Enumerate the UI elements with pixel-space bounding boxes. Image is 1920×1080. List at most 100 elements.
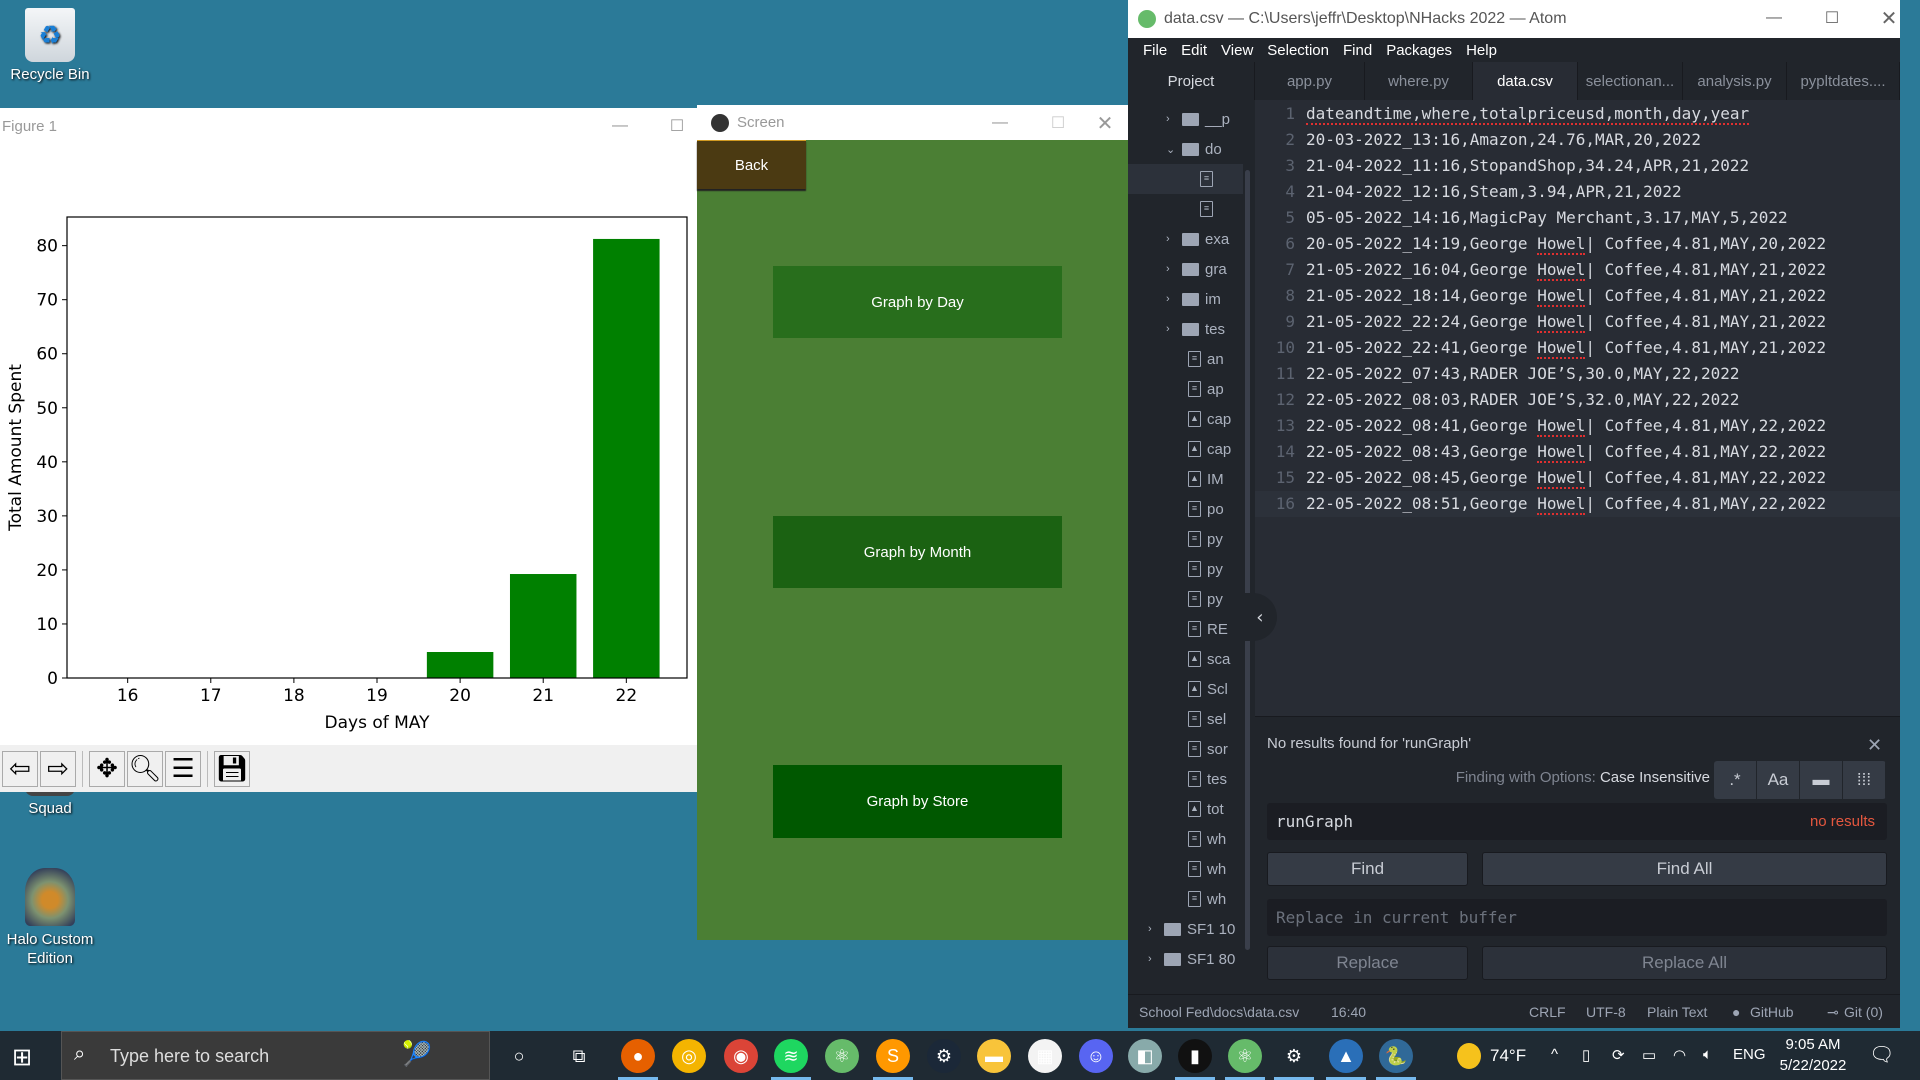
search-box[interactable]: ⌕ Type here to search 🎾 <box>61 1031 490 1080</box>
editor-line[interactable]: 15 22-05-2022_08:45,George Howel| Coffee,… <box>1255 465 1900 491</box>
tree-file[interactable]: ≡ <box>1200 194 1219 224</box>
in-selection-toggle[interactable]: ▬ <box>1800 761 1843 799</box>
editor-line[interactable]: 1 dateandtime,where,totalpriceusd,month,d… <box>1255 101 1900 127</box>
tree-file[interactable]: ≡ wh <box>1188 854 1226 884</box>
status-github[interactable]: GitHub <box>1750 1004 1794 1020</box>
tree-folder[interactable]: › gra <box>1166 254 1227 284</box>
desktop-icon-halo[interactable]: Halo Custom Edition <box>0 868 100 968</box>
tree-file[interactable]: ≡ wh <box>1188 824 1226 854</box>
update-icon[interactable]: ⟳ <box>1612 1047 1625 1064</box>
editor-line[interactable]: 16 22-05-2022_08:51,George Howel| Coffee,… <box>1255 491 1900 517</box>
editor-line[interactable]: 6 20-05-2022_14:19,George Howel| Coffee,4… <box>1255 231 1900 257</box>
language-indicator[interactable]: ENG <box>1733 1046 1766 1063</box>
discord-icon[interactable]: ☺ <box>1079 1039 1113 1073</box>
sublime-text-icon[interactable]: S <box>876 1039 910 1073</box>
weather-temperature[interactable]: 74°F <box>1490 1046 1527 1065</box>
tab-datacsv[interactable]: data.csv <box>1473 62 1578 100</box>
pan-icon[interactable]: ✥ <box>89 750 125 787</box>
dock-toggle-button[interactable]: ‹ <box>1243 593 1277 641</box>
firefox-icon[interactable]: ● <box>621 1039 655 1073</box>
photos-icon[interactable]: ▲ <box>1329 1039 1363 1073</box>
task-view-icon[interactable]: ⧉ <box>572 1045 586 1066</box>
editor-line[interactable]: 5 05-05-2022_14:16,MagicPay Merchant,3.17… <box>1255 205 1900 231</box>
editor-line[interactable]: 9 21-05-2022_22:24,George Howel| Coffee,4… <box>1255 309 1900 335</box>
find-input[interactable]: runGraph no results <box>1267 803 1887 840</box>
microsoft-store-icon[interactable]: ▦ <box>1028 1039 1062 1073</box>
editor-line[interactable]: 14 22-05-2022_08:43,George Howel| Coffee,… <box>1255 439 1900 465</box>
project-tab[interactable]: Project <box>1128 62 1255 100</box>
tree-folder[interactable]: ⌄ do <box>1166 134 1222 164</box>
status-grammar[interactable]: Plain Text <box>1647 1004 1708 1020</box>
tab-analysispy[interactable]: analysis.py <box>1683 62 1787 100</box>
atom-icon[interactable]: ⚛ <box>825 1039 859 1073</box>
atom-running-icon[interactable]: ⚛ <box>1228 1039 1262 1073</box>
tree-file[interactable]: ▲ tot <box>1188 794 1224 824</box>
minimize-button[interactable]: — <box>1766 9 1782 26</box>
tree-file[interactable]: ▲ cap <box>1188 434 1231 464</box>
maximize-button[interactable]: ☐ <box>669 118 685 135</box>
tree-file[interactable]: ▲ IM <box>1188 464 1224 494</box>
editor-line[interactable]: 8 21-05-2022_18:14,George Howel| Coffee,4… <box>1255 283 1900 309</box>
tree-folder[interactable]: › SF1 10 <box>1148 914 1235 944</box>
graph-by-day-button[interactable]: Graph by Day <box>773 266 1062 338</box>
clock[interactable]: 9:05 AM 5/22/2022 <box>1775 1034 1851 1076</box>
chrome-canary-icon[interactable]: ◎ <box>672 1039 706 1073</box>
editor-line[interactable]: 7 21-05-2022_16:04,George Howel| Coffee,4… <box>1255 257 1900 283</box>
tab-selectionan[interactable]: selectionan... <box>1578 62 1683 100</box>
find-button[interactable]: Find <box>1267 852 1468 886</box>
editor-line[interactable]: 11 22-05-2022_07:43,RADER JOE’S,30.0,MAY,… <box>1255 361 1900 387</box>
close-icon[interactable]: ✕ <box>1867 735 1883 755</box>
editor-line[interactable]: 4 21-04-2022_12:16,Steam,3.94,APR,21,2022 <box>1255 179 1900 205</box>
desktop-icon-recycle-bin[interactable]: ♻ Recycle Bin <box>0 8 100 83</box>
tree-file[interactable]: ≡ sel <box>1188 704 1226 734</box>
menu-file[interactable]: File <box>1143 41 1168 59</box>
status-file-path[interactable]: School Fed\docs\data.csv <box>1139 1004 1300 1020</box>
battery-icon[interactable]: ▭ <box>1642 1047 1657 1064</box>
show-hidden-icons-icon[interactable]: ^ <box>1551 1046 1559 1063</box>
case-sensitive-toggle[interactable]: Aa <box>1757 761 1800 799</box>
editor-line[interactable]: 3 21-04-2022_11:16,StopandShop,34.24,APR,… <box>1255 153 1900 179</box>
status-git[interactable]: Git (0) <box>1844 1004 1883 1020</box>
text-editor[interactable]: ‹ 1 dateandtime,where,totalpriceusd,month… <box>1243 100 1900 716</box>
tab-pypltdates[interactable]: pypltdates.... <box>1787 62 1900 100</box>
tree-file[interactable]: ≡ RE <box>1188 614 1228 644</box>
regex-toggle[interactable]: .* <box>1714 761 1757 799</box>
editor-line[interactable]: 12 22-05-2022_08:03,RADER JOE’S,32.0,MAY,… <box>1255 387 1900 413</box>
wifi-icon[interactable]: ◠ <box>1673 1047 1687 1064</box>
tab-apppy[interactable]: app.py <box>1255 62 1365 100</box>
editor-line[interactable]: 2 20-03-2022_13:16,Amazon,24.76,MAR,20,20… <box>1255 127 1900 153</box>
save-icon[interactable]: 💾︎ <box>214 750 250 787</box>
status-line-ending[interactable]: CRLF <box>1529 1004 1566 1020</box>
configure-subplots-icon[interactable]: ☰ <box>165 750 201 787</box>
steam-icon[interactable]: ⚙ <box>927 1039 961 1073</box>
notifications-icon[interactable]: 🗨︎ <box>1869 1044 1895 1066</box>
minimize-button[interactable]: — <box>612 117 628 134</box>
tree-file[interactable]: ≡ tes <box>1188 764 1227 794</box>
status-cursor-position[interactable]: 16:40 <box>1331 1004 1367 1020</box>
menu-help[interactable]: Help <box>1466 41 1497 59</box>
menu-view[interactable]: View <box>1221 41 1254 59</box>
meet-now-icon[interactable]: ▯ <box>1582 1047 1591 1064</box>
tree-folder[interactable]: › tes <box>1166 314 1225 344</box>
cortana-icon[interactable]: ○ <box>513 1045 525 1066</box>
terminal-icon[interactable]: ▮ <box>1178 1039 1212 1073</box>
tree-file[interactable]: ≡ wh <box>1188 884 1226 914</box>
tree-file[interactable]: ≡ <box>1200 164 1219 194</box>
editor-line[interactable]: 13 22-05-2022_08:41,George Howel| Coffee,… <box>1255 413 1900 439</box>
find-all-button[interactable]: Find All <box>1482 852 1887 886</box>
menu-find[interactable]: Find <box>1343 41 1373 59</box>
replace-input[interactable]: Replace in current buffer <box>1267 899 1887 936</box>
tree-file[interactable]: ≡ sor <box>1188 734 1228 764</box>
tree-file[interactable]: ≡ an <box>1188 344 1224 374</box>
task-manager-icon[interactable]: ◧ <box>1128 1039 1162 1073</box>
close-button[interactable]: ✕ <box>1880 7 1898 30</box>
back-arrow-icon[interactable]: ⇦ <box>2 750 38 787</box>
replace-all-button[interactable]: Replace All <box>1482 946 1887 980</box>
editor-line[interactable]: 10 21-05-2022_22:41,George Howel| Coffee,… <box>1255 335 1900 361</box>
minimize-button[interactable]: — <box>992 114 1008 131</box>
back-button[interactable]: Back <box>697 140 806 189</box>
maximize-button[interactable]: ☐ <box>1824 10 1840 27</box>
tree-file[interactable]: ≡ po <box>1188 494 1224 524</box>
tab-wherepy[interactable]: where.py <box>1365 62 1473 100</box>
tree-folder[interactable]: › SF1 80 <box>1148 944 1235 974</box>
